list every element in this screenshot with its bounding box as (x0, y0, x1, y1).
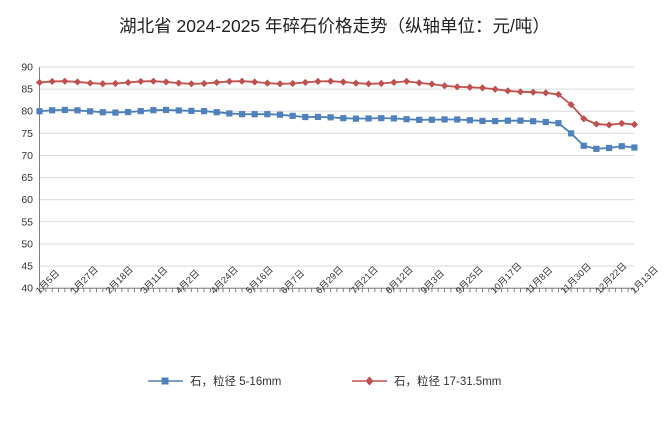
svg-text:2月18日: 2月18日 (104, 264, 135, 295)
svg-text:9月3日: 9月3日 (419, 268, 447, 296)
svg-text:40: 40 (21, 283, 33, 295)
svg-text:9月25日: 9月25日 (454, 264, 485, 295)
svg-text:65: 65 (21, 172, 33, 184)
svg-text:90: 90 (21, 62, 33, 74)
svg-text:8月12日: 8月12日 (384, 264, 415, 295)
svg-text:70: 70 (21, 150, 33, 162)
svg-text:5月16日: 5月16日 (244, 264, 275, 295)
svg-text:60: 60 (21, 194, 33, 206)
svg-text:75: 75 (21, 128, 33, 140)
svg-text:85: 85 (21, 84, 33, 96)
svg-text:1月5日: 1月5日 (34, 268, 62, 296)
svg-text:1月13日: 1月13日 (629, 264, 660, 295)
svg-text:6月29日: 6月29日 (314, 264, 345, 295)
svg-text:石，粒径 17-31.5mm: 石，粒径 17-31.5mm (394, 374, 501, 388)
svg-text:80: 80 (21, 106, 33, 118)
svg-text:55: 55 (21, 216, 33, 228)
svg-text:50: 50 (21, 239, 33, 251)
svg-text:1月27日: 1月27日 (69, 264, 100, 295)
svg-text:石，粒径 5-16mm: 石，粒径 5-16mm (190, 374, 281, 388)
svg-text:45: 45 (21, 261, 33, 273)
svg-text:3月11日: 3月11日 (139, 265, 170, 296)
